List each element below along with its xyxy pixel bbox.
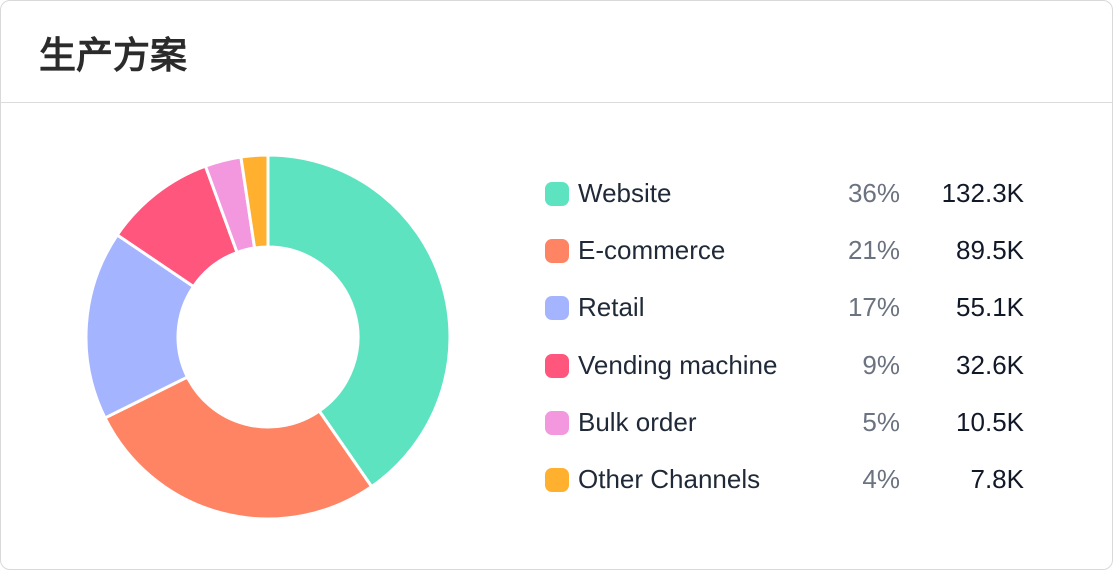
legend-swatch xyxy=(545,410,569,435)
legend-swatch xyxy=(545,353,569,378)
legend-percent: 21% xyxy=(847,235,900,266)
legend-value: 132.3K xyxy=(941,178,1024,208)
legend-value: 55.1K xyxy=(956,292,1024,323)
card-title: 生产方案 xyxy=(39,34,187,77)
legend-value: 10.5K xyxy=(956,406,1024,437)
legend-label: Bulk order xyxy=(578,406,697,437)
legend-item-website[interactable]: Website 36% 132.3K xyxy=(544,166,1034,223)
legend-percent: 5% xyxy=(862,406,900,437)
donut-slice-e-commerce[interactable] xyxy=(103,375,374,521)
legend-label: Website xyxy=(578,178,672,208)
legend-value: 32.6K xyxy=(956,349,1024,380)
legend-value: 89.5K xyxy=(956,235,1024,266)
legend-swatch xyxy=(545,467,569,492)
donut-slice-retail[interactable] xyxy=(86,233,195,420)
legend-label: Vending machine xyxy=(578,349,778,380)
legend-item-retail[interactable]: Retail 17% 55.1K xyxy=(544,280,1034,337)
legend-percent: 9% xyxy=(862,349,900,380)
chart-legend: Website 36% 132.3K E-commerce 21% 89.5K … xyxy=(544,166,1034,509)
legend-swatch xyxy=(545,182,569,206)
donut-chart xyxy=(86,153,452,521)
legend-label: Other Channels xyxy=(578,463,761,494)
donut-slice-other-channels[interactable] xyxy=(239,153,270,250)
legend-item-e-commerce[interactable]: E-commerce 21% 89.5K xyxy=(544,223,1034,280)
legend-percent: 17% xyxy=(847,292,900,323)
legend-swatch xyxy=(545,296,569,321)
card-header: 生产方案 xyxy=(1,1,1112,103)
legend-item-vending-machine[interactable]: Vending machine 9% 32.6K xyxy=(544,338,1034,395)
legend-percent: 4% xyxy=(862,463,900,494)
legend-item-other-channels[interactable]: Other Channels 4% 7.8K xyxy=(544,452,1034,509)
donut-slice-website[interactable] xyxy=(266,153,452,489)
legend-label: Retail xyxy=(578,292,645,323)
legend-value: 7.8K xyxy=(970,463,1025,494)
legend-percent: 36% xyxy=(847,178,900,208)
legend-item-bulk-order[interactable]: Bulk order 5% 10.5K xyxy=(544,395,1034,452)
legend-swatch xyxy=(545,239,569,264)
legend-label: E-commerce xyxy=(578,235,726,266)
